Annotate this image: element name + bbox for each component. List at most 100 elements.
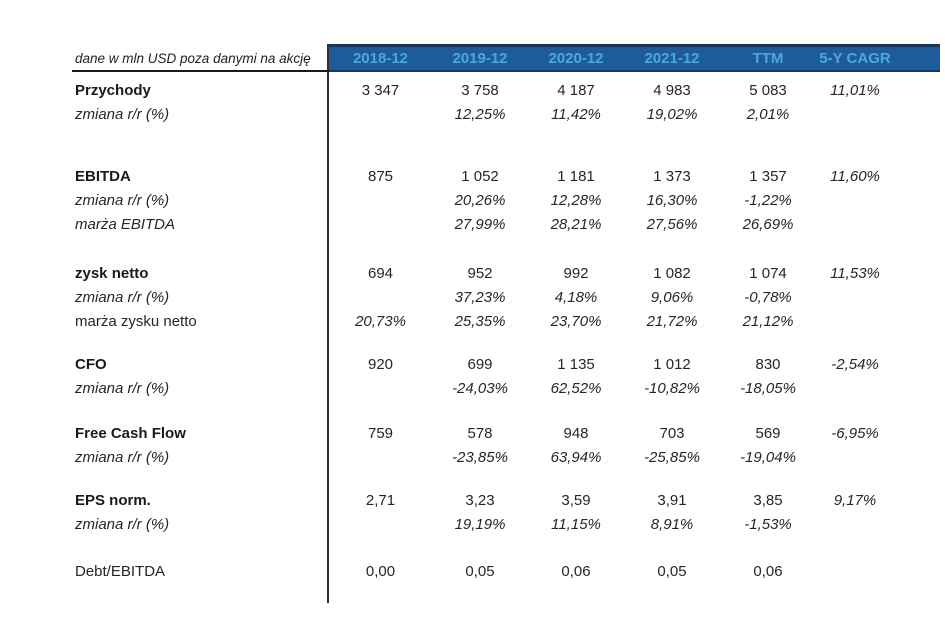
value-cell: 63,94% [550,448,602,466]
value-cell: 27,99% [454,215,506,233]
spacer-cell [72,469,328,488]
row-label: zysk netto [75,264,149,282]
table-row: EPS norm. 2,71 3,23 3,59 3,91 3,85 9,17% [72,488,940,512]
value-cell: 699 [467,355,493,373]
row-label: zmiana r/r (%) [75,191,170,209]
row-label: zmiana r/r (%) [75,379,170,397]
value-cell [327,212,432,236]
table-row: Free Cash Flow 759 578 948 703 569 -6,95% [72,421,940,445]
value-cell: 1 357 [749,167,787,185]
row-label: zmiana r/r (%) [75,448,170,466]
value-cell: 952 [467,264,493,282]
spacer-row [72,469,940,488]
table-row: CFO 920 699 1 135 1 012 830 -2,54% [72,352,940,376]
value-cell [816,285,940,309]
table-header: dane w mln USD poza danymi na akcję 2018… [72,44,940,72]
value-cell: 3,91 [657,491,687,509]
value-cell: 1 074 [749,264,787,282]
spacer-row [72,71,940,78]
value-cell: 20,26% [454,191,506,209]
spacer-cell [72,333,328,352]
value-cell: 992 [563,264,589,282]
row-label: EPS norm. [75,491,151,509]
value-cell: 11,01% [830,81,880,99]
value-cell: 2,01% [746,105,790,123]
value-cell [327,376,432,400]
row-label: marża EBITDA [75,215,176,233]
value-cell: 11,15% [551,515,601,533]
value-cell: 703 [659,424,685,442]
value-cell [327,188,432,212]
spacer-row [72,583,940,603]
value-cell: -1,22% [744,191,792,209]
value-cell: 569 [755,424,781,442]
table-row: Przychody 3 347 3 758 4 187 4 983 5 083 11,01% [72,78,940,102]
value-cell: 4 187 [557,81,595,99]
value-cell: 1 135 [557,355,595,373]
value-cell: -2,54% [831,355,879,373]
row-label: zmiana r/r (%) [75,105,170,123]
spacer-cell [327,236,940,261]
spacer-cell [72,536,328,559]
value-cell: 19,02% [646,105,698,123]
value-cell: 694 [327,261,432,285]
spacer-cell [327,333,940,352]
value-cell: 27,56% [646,215,698,233]
value-cell [327,512,432,536]
column-header-2021-12: 2021-12 [624,44,720,72]
value-cell: 8,91% [650,515,694,533]
value-cell [327,102,432,126]
value-cell: 1 082 [653,264,691,282]
value-cell: 25,35% [454,312,506,330]
spacer-cell [72,400,328,421]
value-cell: 11,53% [830,264,880,282]
value-cell: 26,69% [742,215,794,233]
value-cell: 0,05 [657,562,687,580]
value-cell: 920 [327,352,432,376]
value-cell [816,309,940,333]
value-cell: 2,71 [327,488,432,512]
value-cell: -25,85% [644,448,700,466]
value-cell: 9,17% [833,491,877,509]
row-label: Przychody [75,81,151,99]
spacer-row [72,536,940,559]
value-cell [816,188,940,212]
table-row: zmiana r/r (%) -24,03% 62,52% -10,82% -18,05… [72,376,940,400]
column-header-2019-12: 2019-12 [432,44,528,72]
value-cell: 1 012 [653,355,691,373]
value-cell [816,512,940,536]
value-cell: -24,03% [452,379,508,397]
value-cell: -10,82% [644,379,700,397]
value-cell: 23,70% [550,312,602,330]
spacer-cell [327,583,940,603]
spacer-row [72,236,940,261]
table-row: Debt/EBITDA 0,00 0,05 0,06 0,05 0,06 [72,559,940,583]
value-cell: 11,60% [830,167,880,185]
value-cell: 37,23% [454,288,506,306]
value-cell: -19,04% [740,448,796,466]
column-header-2020-12: 2020-12 [528,44,624,72]
units-note-label: dane w mln USD poza danymi na akcję [72,45,328,72]
value-cell: 875 [327,164,432,188]
value-cell: 62,52% [550,379,602,397]
value-cell [816,559,940,583]
row-label: Debt/EBITDA [75,562,166,580]
value-cell: 0,06 [561,562,591,580]
value-cell: -23,85% [452,448,508,466]
spacer-cell [72,236,328,261]
column-header-2018-12: 2018-12 [327,44,432,72]
value-cell [816,212,940,236]
spacer-cell [72,71,328,78]
value-cell: 5 083 [749,81,787,99]
value-cell: 830 [755,355,781,373]
spacer-row [72,400,940,421]
table-row: marża EBITDA 27,99% 28,21% 27,56% 26,69% [72,212,940,236]
table-row: zmiana r/r (%) 12,25% 11,42% 19,02% 2,01% [72,102,940,126]
value-cell: 759 [327,421,432,445]
value-cell: 16,30% [646,191,698,209]
row-label: marża zysku netto [75,312,197,330]
row-label: CFO [75,355,107,373]
value-cell [816,445,940,469]
value-cell: 20,73% [327,309,432,333]
spacer-row [72,333,940,352]
